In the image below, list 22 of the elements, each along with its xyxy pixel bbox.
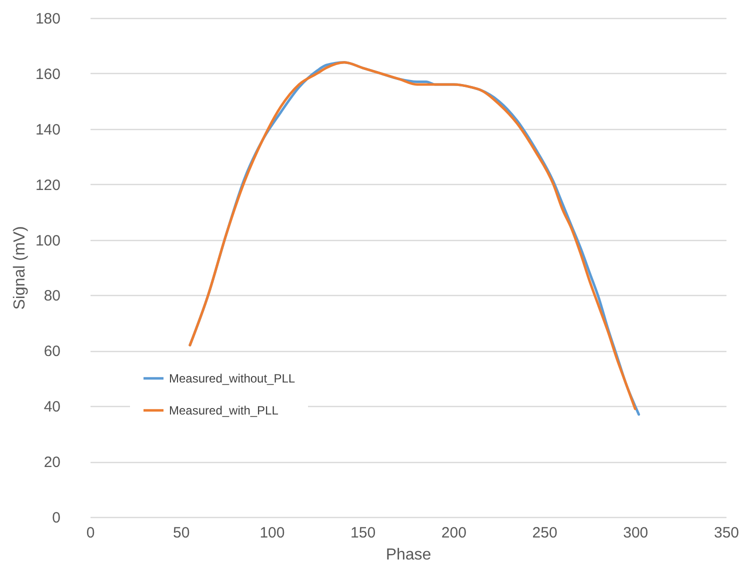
y-tick-label: 120 — [35, 176, 60, 194]
x-tick-label: 350 — [714, 524, 740, 542]
y-tick-label: 80 — [44, 288, 60, 305]
x-axis-title: Phase — [386, 546, 432, 564]
y-tick-label: 20 — [44, 454, 60, 472]
y-tick-label: 60 — [44, 343, 60, 360]
x-tick-label: 150 — [350, 524, 376, 542]
y-tick-label: 100 — [35, 232, 60, 250]
y-tick-label: 140 — [35, 121, 60, 138]
y-axis-title: Signal (mV) — [11, 226, 28, 310]
x-tick-label: 100 — [260, 524, 285, 542]
legend-label: Measured_without_PLL — [169, 371, 296, 386]
y-tick-label: 0 — [52, 510, 60, 526]
x-tick-label: 200 — [441, 524, 466, 542]
x-tick-label: 300 — [623, 524, 648, 542]
y-tick-label: 160 — [35, 66, 60, 83]
legend-label: Measured_with_PLL — [169, 403, 279, 418]
y-tick-label: 40 — [44, 398, 60, 416]
x-tick-label: 0 — [86, 524, 95, 542]
y-tick-label: 180 — [35, 10, 60, 28]
x-tick-label: 50 — [173, 524, 190, 542]
x-tick-label: 250 — [532, 524, 558, 542]
